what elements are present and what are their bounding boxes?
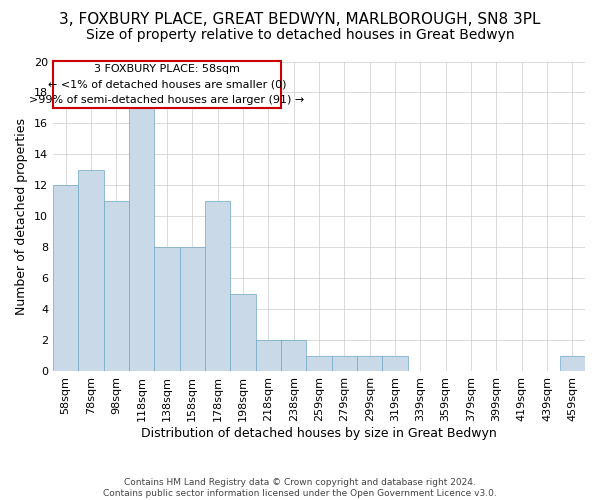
- Text: Size of property relative to detached houses in Great Bedwyn: Size of property relative to detached ho…: [86, 28, 514, 42]
- Text: 3 FOXBURY PLACE: 58sqm: 3 FOXBURY PLACE: 58sqm: [94, 64, 240, 74]
- Bar: [104, 201, 129, 372]
- Text: 3, FOXBURY PLACE, GREAT BEDWYN, MARLBOROUGH, SN8 3PL: 3, FOXBURY PLACE, GREAT BEDWYN, MARLBORO…: [59, 12, 541, 28]
- Bar: [205, 201, 230, 372]
- Bar: [53, 186, 79, 372]
- Bar: [179, 248, 205, 372]
- Text: >99% of semi-detached houses are larger (91) →: >99% of semi-detached houses are larger …: [29, 95, 305, 105]
- Bar: [382, 356, 407, 372]
- Bar: [230, 294, 256, 372]
- Y-axis label: Number of detached properties: Number of detached properties: [16, 118, 28, 315]
- Bar: [129, 108, 154, 372]
- Bar: [560, 356, 585, 372]
- Bar: [307, 356, 332, 372]
- Bar: [332, 356, 357, 372]
- Bar: [357, 356, 382, 372]
- Text: ← <1% of detached houses are smaller (0): ← <1% of detached houses are smaller (0): [48, 80, 286, 90]
- Bar: [53, 62, 281, 108]
- Bar: [281, 340, 307, 372]
- Bar: [256, 340, 281, 372]
- Bar: [79, 170, 104, 372]
- Text: Contains HM Land Registry data © Crown copyright and database right 2024.
Contai: Contains HM Land Registry data © Crown c…: [103, 478, 497, 498]
- X-axis label: Distribution of detached houses by size in Great Bedwyn: Distribution of detached houses by size …: [141, 427, 497, 440]
- Bar: [154, 248, 179, 372]
